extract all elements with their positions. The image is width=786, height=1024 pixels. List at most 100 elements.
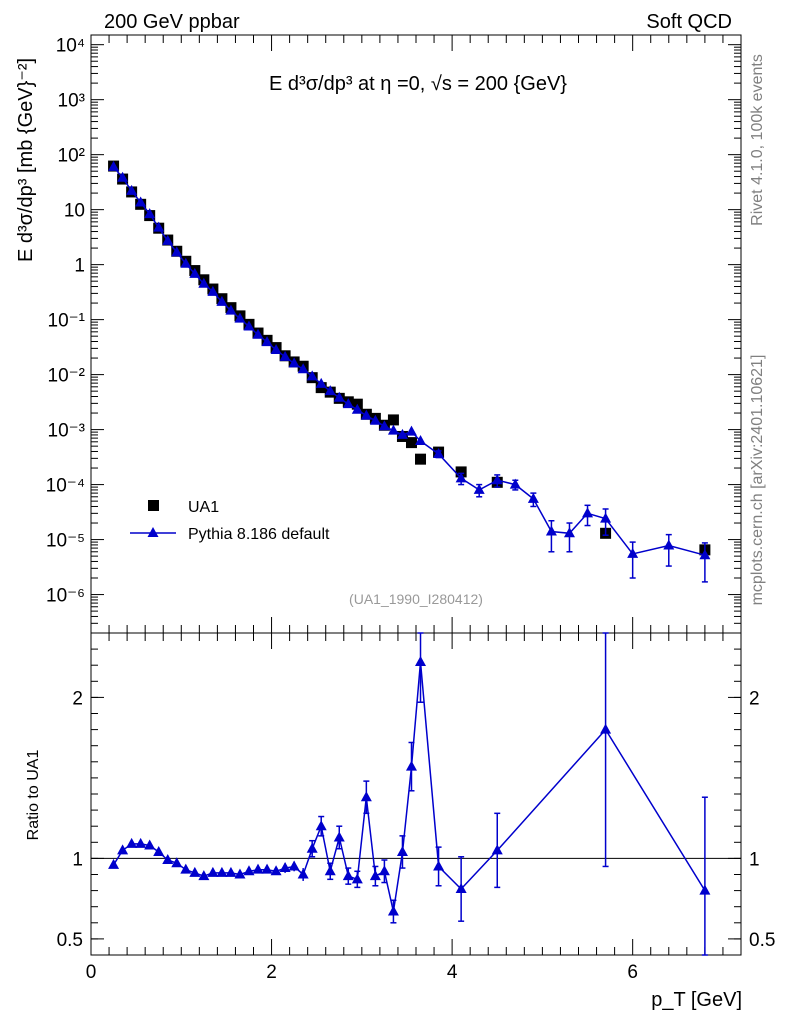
pythia-data-point [563,527,575,538]
pythia-data-point [207,285,219,296]
x-tick-label: 6 [627,962,638,983]
ratio-y-tick-label-left: 1 [72,849,83,870]
pythia-data-point [315,377,327,388]
pythia-data-point [225,304,237,315]
header-right: Soft QCD [646,11,732,33]
ratio-data-point [378,865,390,876]
ratio-data-point [279,862,291,873]
pythia-data-point [117,171,129,182]
ratio-data-point [333,831,345,842]
ratio-data-point [234,868,246,879]
pythia-data-point [455,472,467,483]
legend-triangle-marker [147,527,159,537]
pythia-data-point [135,196,147,207]
ratio-data-point [252,863,264,874]
ratio-y-tick-label-right: 1 [749,849,760,870]
pythia-line [113,166,706,556]
pythia-data-point [663,539,675,550]
main-y-tick-label: 10⁻¹ [48,311,86,332]
ua1-data-point [455,466,467,478]
main-y-tick-label: 10 [64,201,85,222]
pythia-data-point [279,350,291,361]
main-series [108,160,711,583]
ratio-data-point [315,820,327,831]
pythia-data-point [342,398,354,409]
ratio-line [112,661,706,912]
pythia-data-point [270,344,282,355]
pythia-data-point [126,184,138,195]
ratio-data-point [491,844,503,855]
ratio-data-point [415,655,427,666]
pythia-data-point [198,277,210,288]
pythia-data-point [582,507,594,518]
main-panel: E d³σ/dp³ at η =0, √s = 200 {GeV} E d³σ/… [15,34,742,634]
legend-label-ua1: UA1 [188,499,219,516]
pythia-data-point [261,336,273,347]
ratio-data-point [180,863,192,874]
x-tick-label: 2 [266,962,277,983]
ratio-data-point [162,854,174,865]
ratio-data-point [433,860,445,871]
pythia-data-point [360,409,372,420]
pythia-data-point [180,257,192,268]
pythia-data-point [153,221,165,232]
ua1-data-point [387,414,399,426]
main-y-tick-label: 10⁻⁵ [46,531,85,552]
pythia-data-point [545,525,557,536]
ratio-series [108,632,711,956]
ratio-data-point [270,865,282,876]
legend-label-pythia: Pythia 8.186 default [188,526,330,543]
ratio-data-point [396,845,408,856]
main-y-tick-label: 10⁻⁶ [46,586,85,607]
ratio-y-tick-label-right: 2 [749,688,760,709]
ratio-y-tick-label-left: 2 [72,688,83,709]
main-plot-frame [90,34,742,634]
ratio-data-point [306,842,318,853]
ratio-data-point [153,845,165,856]
legend: UA1 Pythia 8.186 default [130,499,330,543]
source-label: mcplots.cern.ch [arXiv:2401.10621] [749,355,766,606]
ratio-plot-frame [90,632,742,956]
pythia-data-point [243,320,255,331]
ratio-data-point [351,873,363,884]
main-y-tick-label: 10⁴ [56,36,85,57]
ratio-data-point [216,866,228,877]
ratio-axes: 0.5 0.5 1 1 2 2 0 2 4 6 [57,632,775,983]
x-tick-label: 4 [447,962,458,983]
pythia-data-point [491,474,503,485]
ratio-data-point [117,844,129,855]
pythia-data-point [171,246,183,257]
x-axis-label: p_T [GeV] [651,989,742,1011]
main-y-tick-label: 10⁻² [48,366,86,387]
analysis-id-label: (UA1_1990_I280412) [349,591,483,607]
ratio-y-axis-label: Ratio to UA1 [25,750,42,841]
ratio-data-point [198,870,210,881]
header-left: 200 GeV ppbar [104,11,240,33]
ratio-data-point [108,858,120,869]
ratio-data-point [699,884,711,895]
pythia-data-point [108,160,120,171]
ratio-data-point [207,866,219,877]
ratio-panel: Ratio to UA1 p_T [GeV] 0.5 0.5 1 1 2 2 0 2 4 6 [25,632,775,1011]
ratio-data-point [135,837,147,848]
pythia-data-point [234,312,246,323]
pythia-data-point [351,403,363,414]
main-y-tick-label: 10⁻⁴ [46,476,85,497]
ratio-data-point [288,860,300,871]
pythia-data-point [297,363,309,374]
ratio-data-point [324,865,336,876]
pythia-data-point [387,424,399,435]
pythia-data-point [369,414,381,425]
ratio-data-point [225,866,237,877]
x-tick-label: 0 [86,962,97,983]
pythia-data-point [333,391,345,402]
pythia-data-point [288,357,300,368]
main-y-axis-label: E d³σ/dp³ [mb {GeV}⁻²] [15,58,37,262]
ratio-data-point [243,865,255,876]
main-y-tick-label: 10² [58,146,85,167]
main-plot-title: E d³σ/dp³ at η =0, √s = 200 {GeV} [269,73,567,95]
ratio-data-point [144,839,156,850]
pythia-data-point [189,267,201,278]
pythia-data-point [378,420,390,431]
